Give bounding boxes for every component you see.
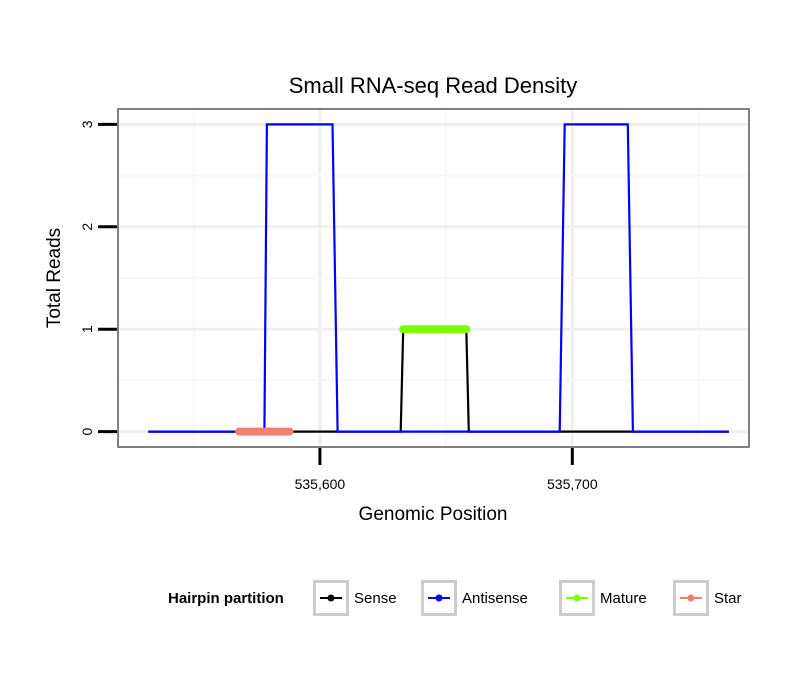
legend-item-antisense: Antisense bbox=[421, 580, 528, 616]
legend-key-point bbox=[573, 594, 581, 602]
x-axis: 535,600 535,700 bbox=[295, 448, 598, 492]
y-tick-label: 3 bbox=[79, 120, 95, 128]
x-axis-title: Genomic Position bbox=[359, 504, 508, 525]
y-tick-label: 1 bbox=[79, 325, 95, 333]
y-axis-title: Total Reads bbox=[44, 228, 65, 328]
plot-border bbox=[117, 108, 750, 448]
x-tick-label: 535,600 bbox=[295, 476, 346, 492]
legend-item-sense: Sense bbox=[313, 580, 397, 616]
y-axis: 0 1 2 3 bbox=[79, 120, 117, 436]
legend-title: Hairpin partition bbox=[168, 590, 284, 607]
series-layer bbox=[148, 123, 729, 436]
legend-item-mature: Mature bbox=[559, 580, 647, 616]
legend-key-point bbox=[435, 594, 443, 602]
legend-items: Sense Antisense Mature Star bbox=[313, 580, 742, 616]
legend-key-point bbox=[687, 594, 695, 602]
legend-key-point bbox=[327, 594, 335, 602]
legend: Hairpin partition Sense Antisense Mature St… bbox=[168, 580, 742, 616]
legend-label: Antisense bbox=[462, 590, 528, 607]
legend-label: Star bbox=[714, 590, 742, 607]
series-line-antisense bbox=[148, 123, 729, 433]
legend-item-star: Star bbox=[673, 580, 742, 616]
legend-label: Sense bbox=[354, 590, 397, 607]
y-tick-label: 2 bbox=[79, 223, 95, 231]
legend-label: Mature bbox=[600, 590, 647, 607]
y-tick-label: 0 bbox=[79, 428, 95, 436]
x-tick-label: 535,700 bbox=[547, 476, 598, 492]
chart-title: Small RNA-seq Read Density bbox=[289, 73, 578, 98]
